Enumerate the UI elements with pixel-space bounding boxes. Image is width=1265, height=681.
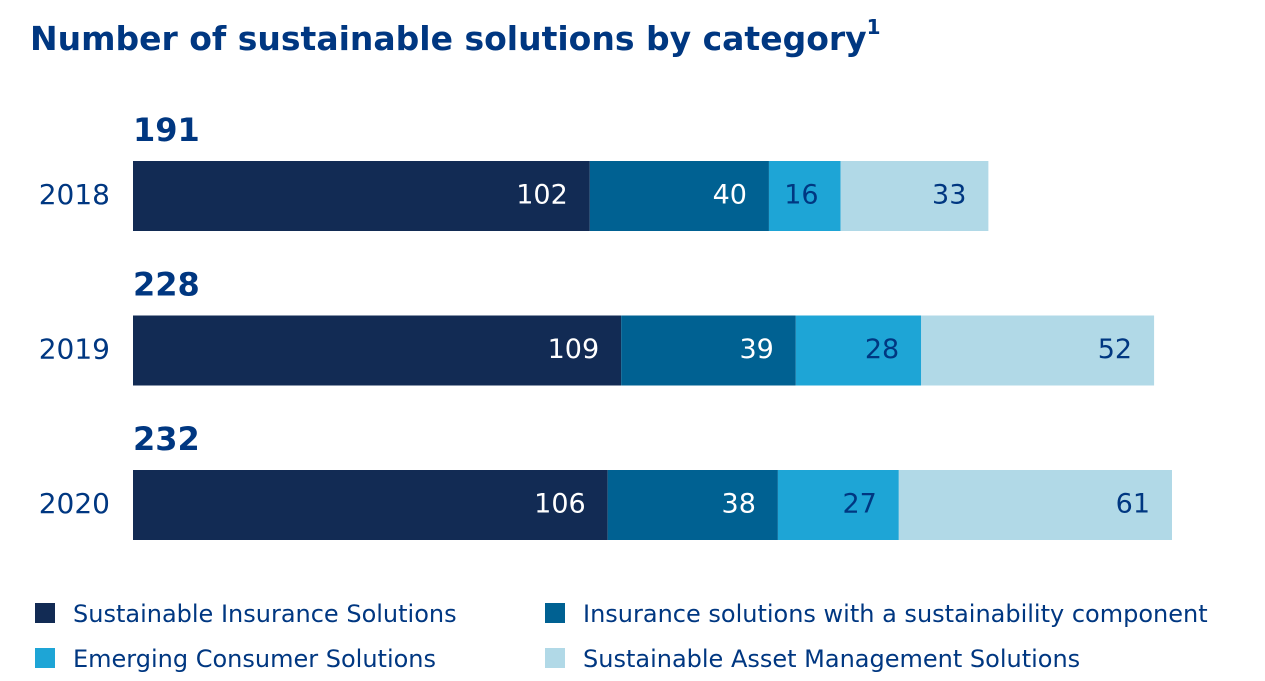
- value-label: 28: [865, 334, 899, 365]
- legend-swatch: [545, 648, 565, 668]
- value-label: 27: [842, 489, 876, 520]
- y-tick-label: 2019: [39, 333, 110, 366]
- value-label: 38: [722, 489, 756, 520]
- bar-segment: [133, 315, 622, 386]
- bar-segment: [921, 315, 1155, 386]
- value-label: 106: [534, 489, 586, 520]
- value-label: 52: [1098, 334, 1132, 365]
- legend-label: Emerging Consumer Solutions: [73, 645, 436, 673]
- legend-label: Sustainable Insurance Solutions: [73, 600, 457, 628]
- bar-segment: [795, 315, 922, 386]
- bar-segment: [777, 470, 899, 540]
- value-label: 109: [548, 334, 600, 365]
- legend-swatch: [35, 603, 55, 623]
- bar-segment: [607, 470, 778, 540]
- total-label: 232: [133, 420, 200, 458]
- legend-swatch: [545, 603, 565, 623]
- y-tick-label: 2020: [39, 487, 110, 520]
- legend-label: Insurance solutions with a sustainabilit…: [583, 600, 1208, 628]
- bar-segment: [621, 315, 796, 386]
- bar-segment: [768, 161, 841, 231]
- title-footnote: 1: [867, 15, 881, 39]
- value-label: 16: [784, 180, 818, 211]
- bar-segment: [133, 470, 608, 540]
- value-label: 61: [1116, 489, 1150, 520]
- total-label: 191: [133, 111, 200, 149]
- value-label: 102: [516, 180, 568, 211]
- bar-segment: [133, 161, 590, 231]
- value-label: 40: [713, 180, 747, 211]
- legend-swatch: [35, 648, 55, 668]
- chart-title: Number of sustainable solutions by categ…: [30, 15, 881, 58]
- legend-label: Sustainable Asset Management Solutions: [583, 645, 1080, 673]
- bar-segment: [840, 161, 989, 231]
- title-text: Number of sustainable solutions by categ…: [30, 19, 867, 58]
- bar-segment: [898, 470, 1172, 540]
- y-tick-label: 2018: [39, 178, 110, 211]
- total-label: 228: [133, 266, 200, 304]
- value-label: 33: [932, 180, 966, 211]
- bar-segment: [589, 161, 769, 231]
- value-label: 39: [739, 334, 773, 365]
